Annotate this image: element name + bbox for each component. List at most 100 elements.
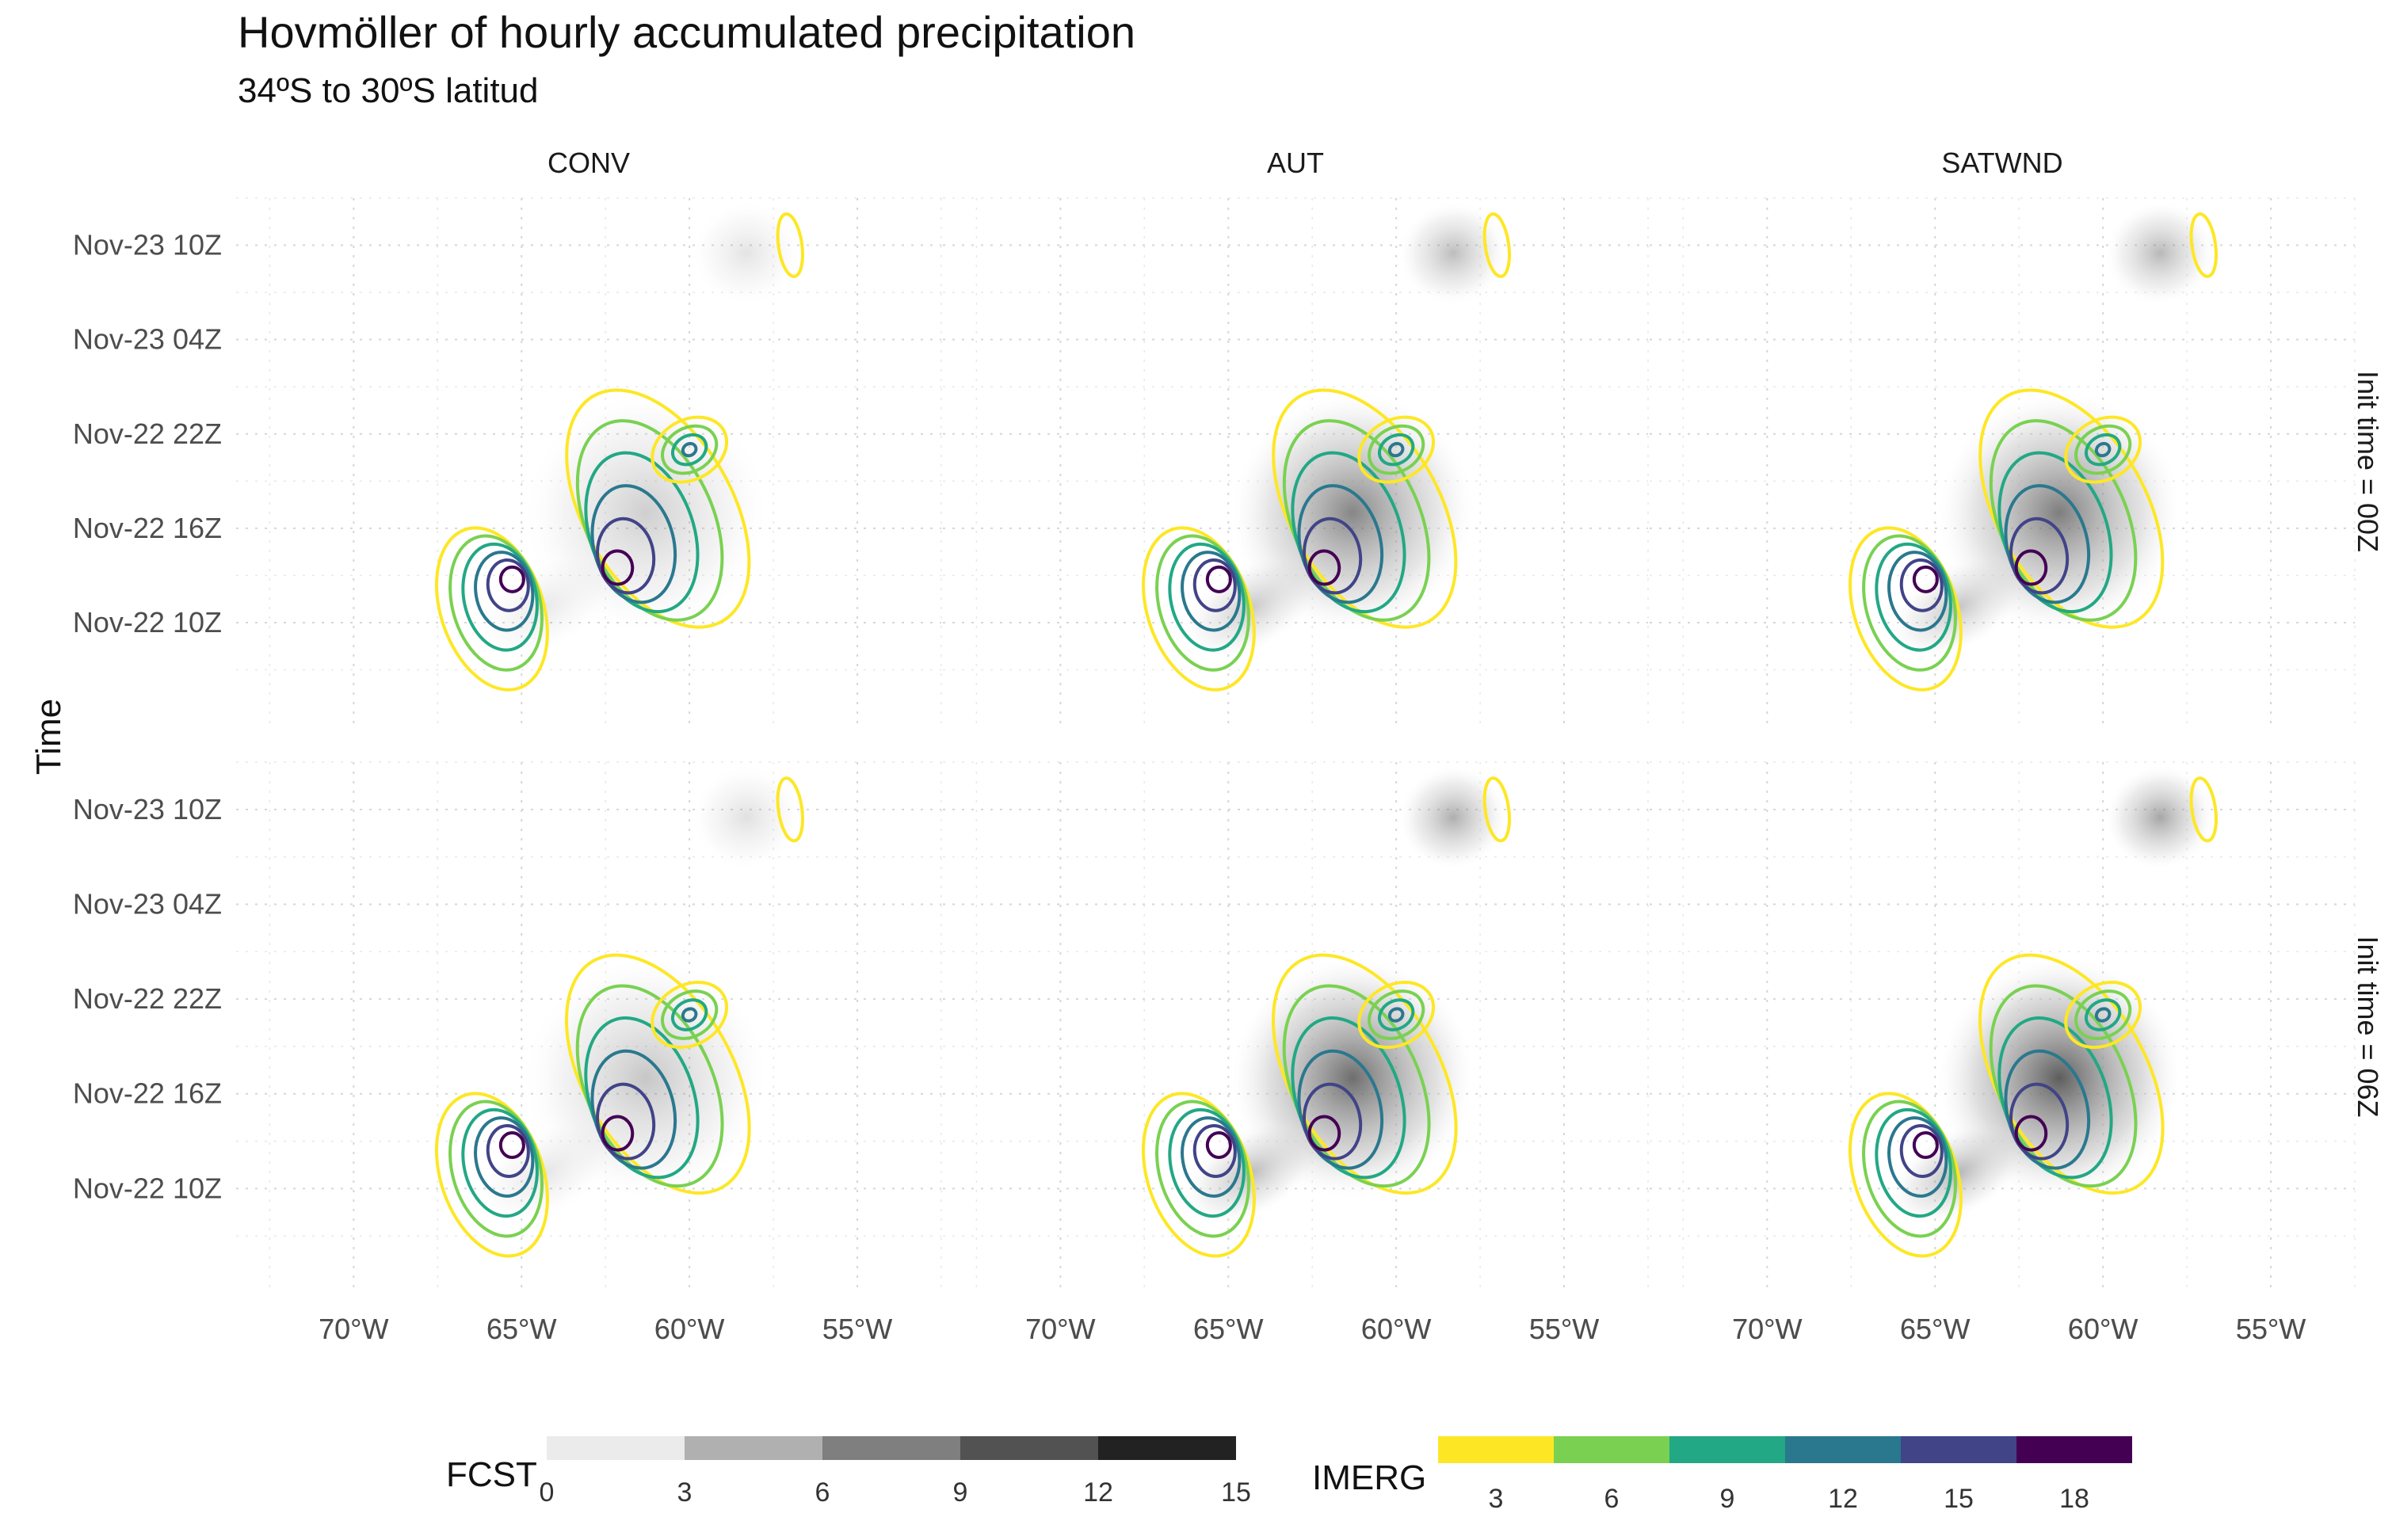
y-tick-label: Nov-23 04Z bbox=[73, 323, 222, 356]
imerg-contour-northeast-9 bbox=[670, 433, 708, 467]
facet-header-aut: AUT bbox=[1267, 147, 1324, 179]
imerg-contour-west-12 bbox=[1181, 551, 1242, 632]
x-tick-label: 55°W bbox=[1529, 1313, 1599, 1345]
imerg-contour-northeast-3 bbox=[651, 415, 729, 484]
imerg-contour-west-6 bbox=[1862, 1100, 1958, 1238]
imerg-contour-far-east bbox=[776, 212, 804, 278]
imerg-contour-west-18 bbox=[1912, 1131, 1939, 1160]
imerg-contour-west-15 bbox=[486, 558, 530, 612]
panel-aut-06z bbox=[943, 761, 1649, 1291]
imerg-contour-northeast-12 bbox=[2094, 1007, 2112, 1023]
imerg-contours bbox=[435, 212, 804, 692]
imerg-contour-northeast-9 bbox=[2084, 433, 2122, 467]
x-tick-label: 55°W bbox=[2236, 1313, 2306, 1345]
x-tick-label: 55°W bbox=[2236, 1313, 2306, 1345]
imerg-contour-west-12 bbox=[1887, 1116, 1948, 1198]
imerg-contour-west-6 bbox=[1155, 1100, 1251, 1238]
imerg-contour-central-12 bbox=[590, 1049, 677, 1170]
x-tick-label: 60°W bbox=[2068, 1313, 2138, 1345]
legend-fcst-swatch bbox=[822, 1436, 960, 1460]
imerg-contour-west-3 bbox=[1849, 526, 1963, 692]
imerg-contour-far-east bbox=[1482, 212, 1511, 278]
x-tick-label: 65°W bbox=[1900, 1313, 1970, 1345]
imerg-contours bbox=[1142, 212, 1511, 692]
x-tick-label: 65°W bbox=[1193, 1313, 1263, 1345]
imerg-contour-far-east bbox=[1482, 776, 1511, 843]
imerg-contour-far-east bbox=[2189, 776, 2218, 843]
imerg-contour-central-15 bbox=[596, 517, 656, 595]
imerg-contour-central-18 bbox=[2014, 549, 2048, 586]
imerg-contour-west-15 bbox=[1192, 1124, 1237, 1179]
imerg-contour-west-9 bbox=[1875, 542, 1952, 652]
imerg-contour-northeast-3 bbox=[651, 981, 729, 1050]
imerg-contour-central-18 bbox=[601, 549, 635, 586]
legend-imerg: IMERG 3 6 9 12 15 18 bbox=[1312, 1436, 2132, 1514]
y-tick-label: Nov-22 10Z bbox=[73, 606, 222, 638]
imerg-contour-central-12 bbox=[590, 484, 677, 604]
x-tick-label: 70°W bbox=[1025, 1313, 1095, 1345]
x-tick-label: 70°W bbox=[1732, 1313, 1802, 1345]
imerg-contour-west-3 bbox=[435, 526, 549, 692]
imerg-contour-central-15 bbox=[1303, 1082, 1363, 1161]
y-tick-label: Nov-23 04Z bbox=[73, 887, 222, 920]
facet-strip-00z: Init time = 00Z bbox=[2352, 371, 2384, 552]
x-tick-label: 70°W bbox=[1732, 1313, 1802, 1345]
imerg-contour-central-12 bbox=[1297, 1049, 1384, 1170]
panel-conv-00z bbox=[236, 197, 942, 725]
legend-imerg-swatch bbox=[2016, 1436, 2132, 1463]
x-tick-label: 60°W bbox=[654, 1313, 724, 1345]
fcst-blob-2 bbox=[2106, 202, 2214, 304]
imerg-contour-west-15 bbox=[1192, 558, 1237, 612]
imerg-contour-west-6 bbox=[448, 1100, 544, 1238]
imerg-contour-west-9 bbox=[461, 1107, 539, 1218]
legend-imerg-swatch bbox=[1669, 1436, 1785, 1463]
imerg-contour-west-12 bbox=[1181, 1116, 1242, 1198]
y-tick-label: Nov-22 22Z bbox=[73, 982, 222, 1015]
imerg-contour-west-9 bbox=[461, 542, 539, 652]
legend-imerg-swatch bbox=[1554, 1436, 1669, 1463]
panel-conv-06z bbox=[236, 761, 942, 1291]
legend-fcst-swatch bbox=[1098, 1436, 1236, 1460]
legend-imerg-label: 3 bbox=[1489, 1484, 1504, 1514]
y-tick-label: Nov-23 10Z bbox=[73, 229, 222, 261]
facet-strip-06z: Init time = 06Z bbox=[2352, 936, 2384, 1117]
imerg-contour-northeast-12 bbox=[2094, 441, 2112, 458]
imerg-contour-northeast-3 bbox=[1357, 981, 1436, 1050]
imerg-contour-west-9 bbox=[1168, 542, 1246, 652]
legend-imerg-label: 6 bbox=[1604, 1484, 1620, 1514]
imerg-contour-central-18 bbox=[1307, 549, 1341, 586]
imerg-contour-west-18 bbox=[1912, 565, 1939, 593]
x-tick-label: 65°W bbox=[486, 1313, 556, 1345]
x-tick-label: 55°W bbox=[1529, 1313, 1599, 1345]
x-tick-label: 55°W bbox=[822, 1313, 892, 1345]
imerg-contour-northeast-6 bbox=[1368, 424, 1425, 475]
imerg-contour-west-3 bbox=[434, 1092, 549, 1258]
x-tick-label: 60°W bbox=[1361, 1313, 1431, 1345]
legend-imerg-label: 9 bbox=[1720, 1484, 1735, 1514]
imerg-contour-west-6 bbox=[1155, 534, 1250, 672]
imerg-contour-west-18 bbox=[1205, 1131, 1232, 1160]
imerg-contour-central-15 bbox=[1303, 517, 1363, 595]
legend-fcst-label: 6 bbox=[815, 1477, 830, 1508]
imerg-contour-central-12 bbox=[2004, 1049, 2091, 1170]
imerg-contour-central-15 bbox=[2009, 517, 2070, 595]
imerg-contour-west-18 bbox=[498, 565, 525, 593]
imerg-contour-northeast-9 bbox=[1377, 998, 1415, 1031]
legend-fcst-label: 3 bbox=[677, 1477, 692, 1508]
x-tick-label: 65°W bbox=[486, 1313, 556, 1345]
imerg-contour-west-12 bbox=[474, 551, 535, 632]
x-tick-label: 60°W bbox=[1361, 1313, 1431, 1345]
imerg-contour-northeast-12 bbox=[681, 441, 698, 458]
x-tick-label: 65°W bbox=[1193, 1313, 1263, 1345]
legend-fcst-label: 9 bbox=[953, 1477, 968, 1508]
imerg-contour-northeast-6 bbox=[2074, 424, 2132, 475]
imerg-contour-central-18 bbox=[601, 1115, 635, 1152]
fcst-blob-2 bbox=[692, 766, 800, 868]
y-tick-label: Nov-22 10Z bbox=[73, 1172, 222, 1204]
legend-fcst: FCST 0 3 6 9 12 15 bbox=[446, 1436, 1251, 1508]
imerg-contour-west-9 bbox=[1875, 1107, 1952, 1218]
imerg-contours bbox=[1849, 212, 2218, 692]
imerg-contour-west-12 bbox=[1887, 551, 1948, 632]
imerg-contour-northeast-12 bbox=[1387, 1007, 1405, 1023]
